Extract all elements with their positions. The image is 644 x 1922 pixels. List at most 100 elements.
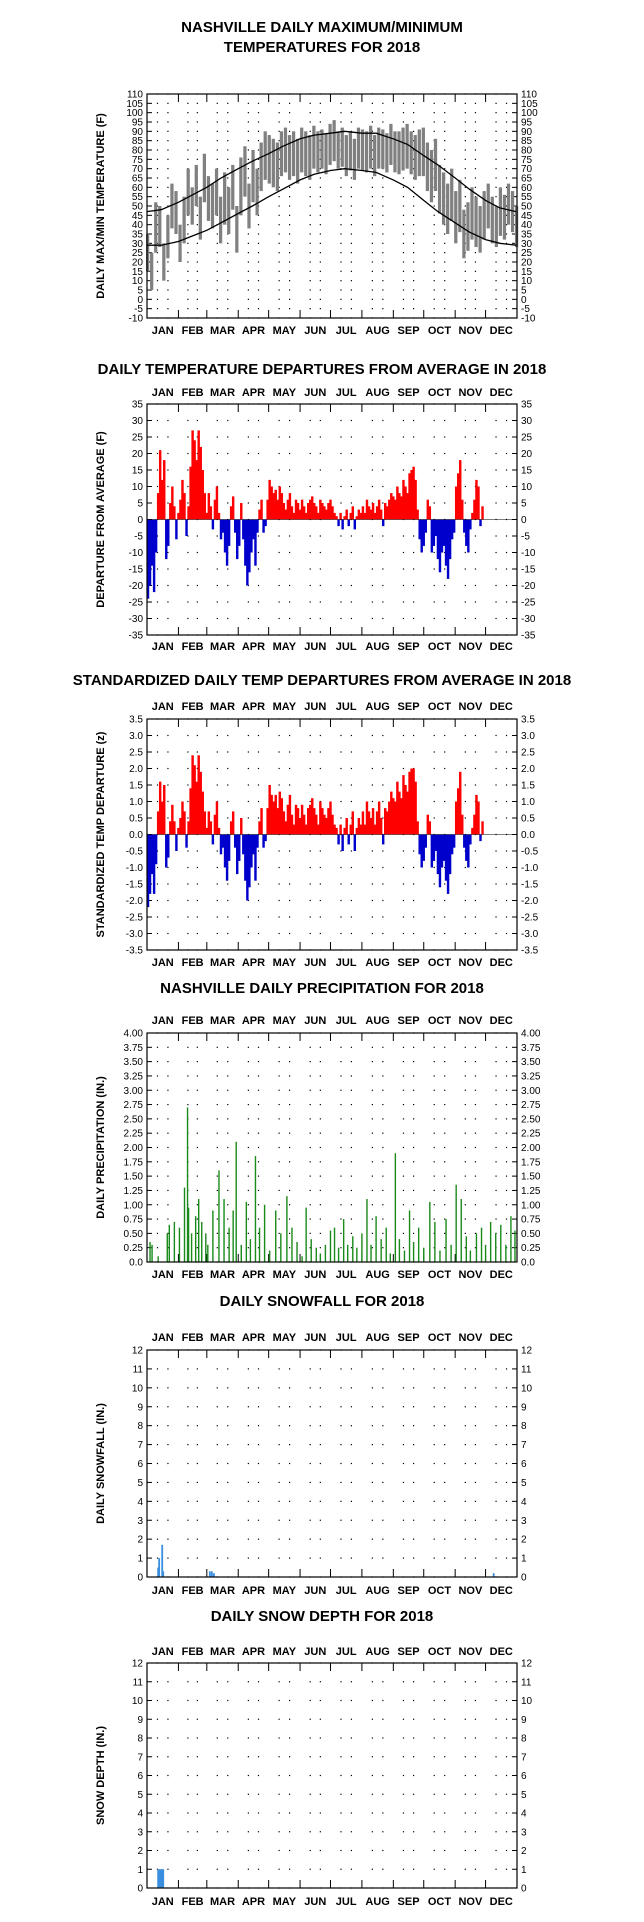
grid-dot [505,584,508,587]
daily-range-bar [385,133,389,173]
grid-dot [371,214,373,216]
grid-dot [340,242,342,244]
grid-dot [413,308,415,310]
month-label-top: NOV [458,387,483,399]
grid-dot [187,242,189,244]
grid-dot [196,1368,198,1370]
grid-dot [227,485,229,488]
grid-dot [444,1061,446,1063]
grid-dot [371,485,373,488]
grid-dot [505,1425,508,1427]
grid-dot [371,1737,373,1739]
grid-dot [402,1557,405,1559]
grid-dot [382,469,384,471]
grid-dot [257,850,260,852]
grid-dot [319,617,321,620]
above-average-bar [410,768,413,835]
grid-dot [288,1232,291,1234]
grid-dot [464,177,466,179]
grid-dot [474,1406,477,1408]
grid-dot [495,168,497,170]
below-average-bar [262,834,265,848]
above-average-bar [290,814,294,835]
above-average-bar [335,827,338,835]
above-average-bar [173,506,176,520]
month-label: NOV [458,1585,483,1597]
grid-dot [156,1103,159,1106]
grid-dot [382,1232,384,1234]
grid-dot [464,551,466,554]
grid-dot [382,1368,384,1370]
grid-dot [413,535,415,537]
above-average-bar [345,818,348,835]
grid-dot [433,1557,435,1559]
grid-dot [319,242,321,244]
above-average-bar [369,509,373,520]
grid-dot [371,800,373,803]
grid-dot [167,899,169,902]
grid-dot [216,751,218,753]
grid-dot [309,1406,311,1408]
y-tick-label: 40 [132,220,144,231]
grid-dot [402,1425,405,1427]
above-average-bar [335,516,338,520]
grid-dot [309,1387,311,1389]
grid-dot [495,112,497,114]
grid-dot [402,1368,405,1370]
grid-dot [187,280,189,282]
grid-dot [167,469,169,471]
grid-dot [257,1699,260,1702]
grid-dot [350,817,353,819]
precip-bar [445,1219,447,1262]
grid-dot [247,1425,249,1427]
grid-dot [288,1718,291,1720]
above-average-bar [217,827,221,835]
grid-dot [433,1089,435,1091]
grid-dot [464,436,466,438]
grid-dot [227,1161,229,1163]
grid-dot [167,1831,169,1833]
grid-dot [247,1462,249,1465]
grid-dot [495,1075,497,1077]
grid-dot [371,121,373,123]
y-tick-label: -5 [134,532,143,543]
daily-range-bar [218,196,223,244]
grid-dot [288,1075,291,1077]
y-tick-label-right: 4 [521,1497,527,1508]
grid-dot [156,1189,159,1192]
grid-dot [257,916,260,918]
grid-dot [278,1425,280,1427]
grid-dot [247,502,249,504]
precip-bar [249,1239,252,1262]
below-average-bar [353,519,357,530]
grid-dot [402,289,405,291]
grid-dot [433,196,435,198]
below-average-bar [152,834,156,894]
month-label: JAN [152,1585,174,1597]
grid-dot [495,916,497,918]
grid-dot [319,1089,321,1091]
grid-dot [464,767,466,770]
precip-bar [240,1244,242,1262]
grid-dot [216,1519,218,1521]
above-average-bar [373,824,377,835]
grid-dot [278,1232,280,1234]
grid-dot [444,130,446,132]
grid-dot [156,1481,159,1484]
y-tick-label: 12 [132,1659,144,1670]
above-average-bar [209,821,213,835]
y-tick-label: 10 [132,482,144,493]
y-tick-label: -3.5 [126,946,144,957]
grid-dot [156,1247,159,1249]
month-label: JAN [152,1269,174,1281]
y-tick-label-right: -3.5 [521,946,539,957]
grid-dot [474,535,477,537]
grid-dot [196,1247,198,1249]
grid-dot [464,883,466,885]
month-label-top: JAN [152,701,174,713]
above-average-bar [367,811,371,835]
grid-dot [247,130,249,132]
grid-dot [340,1247,342,1249]
grid-dot [216,1175,218,1177]
grid-dot [433,1161,435,1163]
